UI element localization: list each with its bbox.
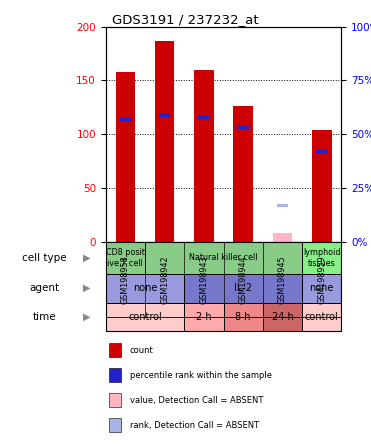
Text: ▶: ▶ [83,312,91,322]
Bar [238,126,249,130]
Bar [233,106,253,242]
Text: value, Detection Call = ABSENT: value, Detection Call = ABSENT [130,396,263,405]
Text: GDS3191 / 237232_at: GDS3191 / 237232_at [112,13,259,26]
Text: lymphoid
tissues: lymphoid tissues [303,248,341,268]
Text: GSM198959: GSM198959 [317,255,326,304]
Bar [155,41,174,242]
Text: rank, Detection Call = ABSENT: rank, Detection Call = ABSENT [130,421,259,430]
Text: 8 h: 8 h [236,312,251,322]
Bar [120,118,131,121]
Text: GSM198942: GSM198942 [160,255,169,304]
Text: control: control [128,312,162,322]
Text: count: count [130,346,154,355]
Bar [159,113,170,116]
Bar [273,234,292,242]
Text: control: control [305,312,339,322]
Text: 2 h: 2 h [196,312,212,322]
Bar [194,70,214,242]
Bar [277,204,288,207]
Text: Natural killer cell: Natural killer cell [189,254,258,262]
Text: GSM198944: GSM198944 [239,255,248,304]
Text: ▶: ▶ [83,283,91,293]
Text: agent: agent [29,283,59,293]
Text: CD8 posit
ive T cell: CD8 posit ive T cell [106,248,145,268]
Bar [115,72,135,242]
Text: 24 h: 24 h [272,312,293,322]
Text: ▶: ▶ [83,253,91,263]
Text: GSM198945: GSM198945 [278,255,287,304]
Text: time: time [33,312,56,322]
Text: IL-2: IL-2 [234,283,252,293]
Text: none: none [133,283,157,293]
Text: cell type: cell type [22,253,67,263]
Text: percentile rank within the sample: percentile rank within the sample [130,371,272,380]
Bar [316,150,327,153]
Bar [198,115,209,119]
Text: none: none [309,283,334,293]
Text: GSM198958: GSM198958 [121,255,130,304]
Text: GSM198943: GSM198943 [199,255,209,304]
Bar [312,130,332,242]
